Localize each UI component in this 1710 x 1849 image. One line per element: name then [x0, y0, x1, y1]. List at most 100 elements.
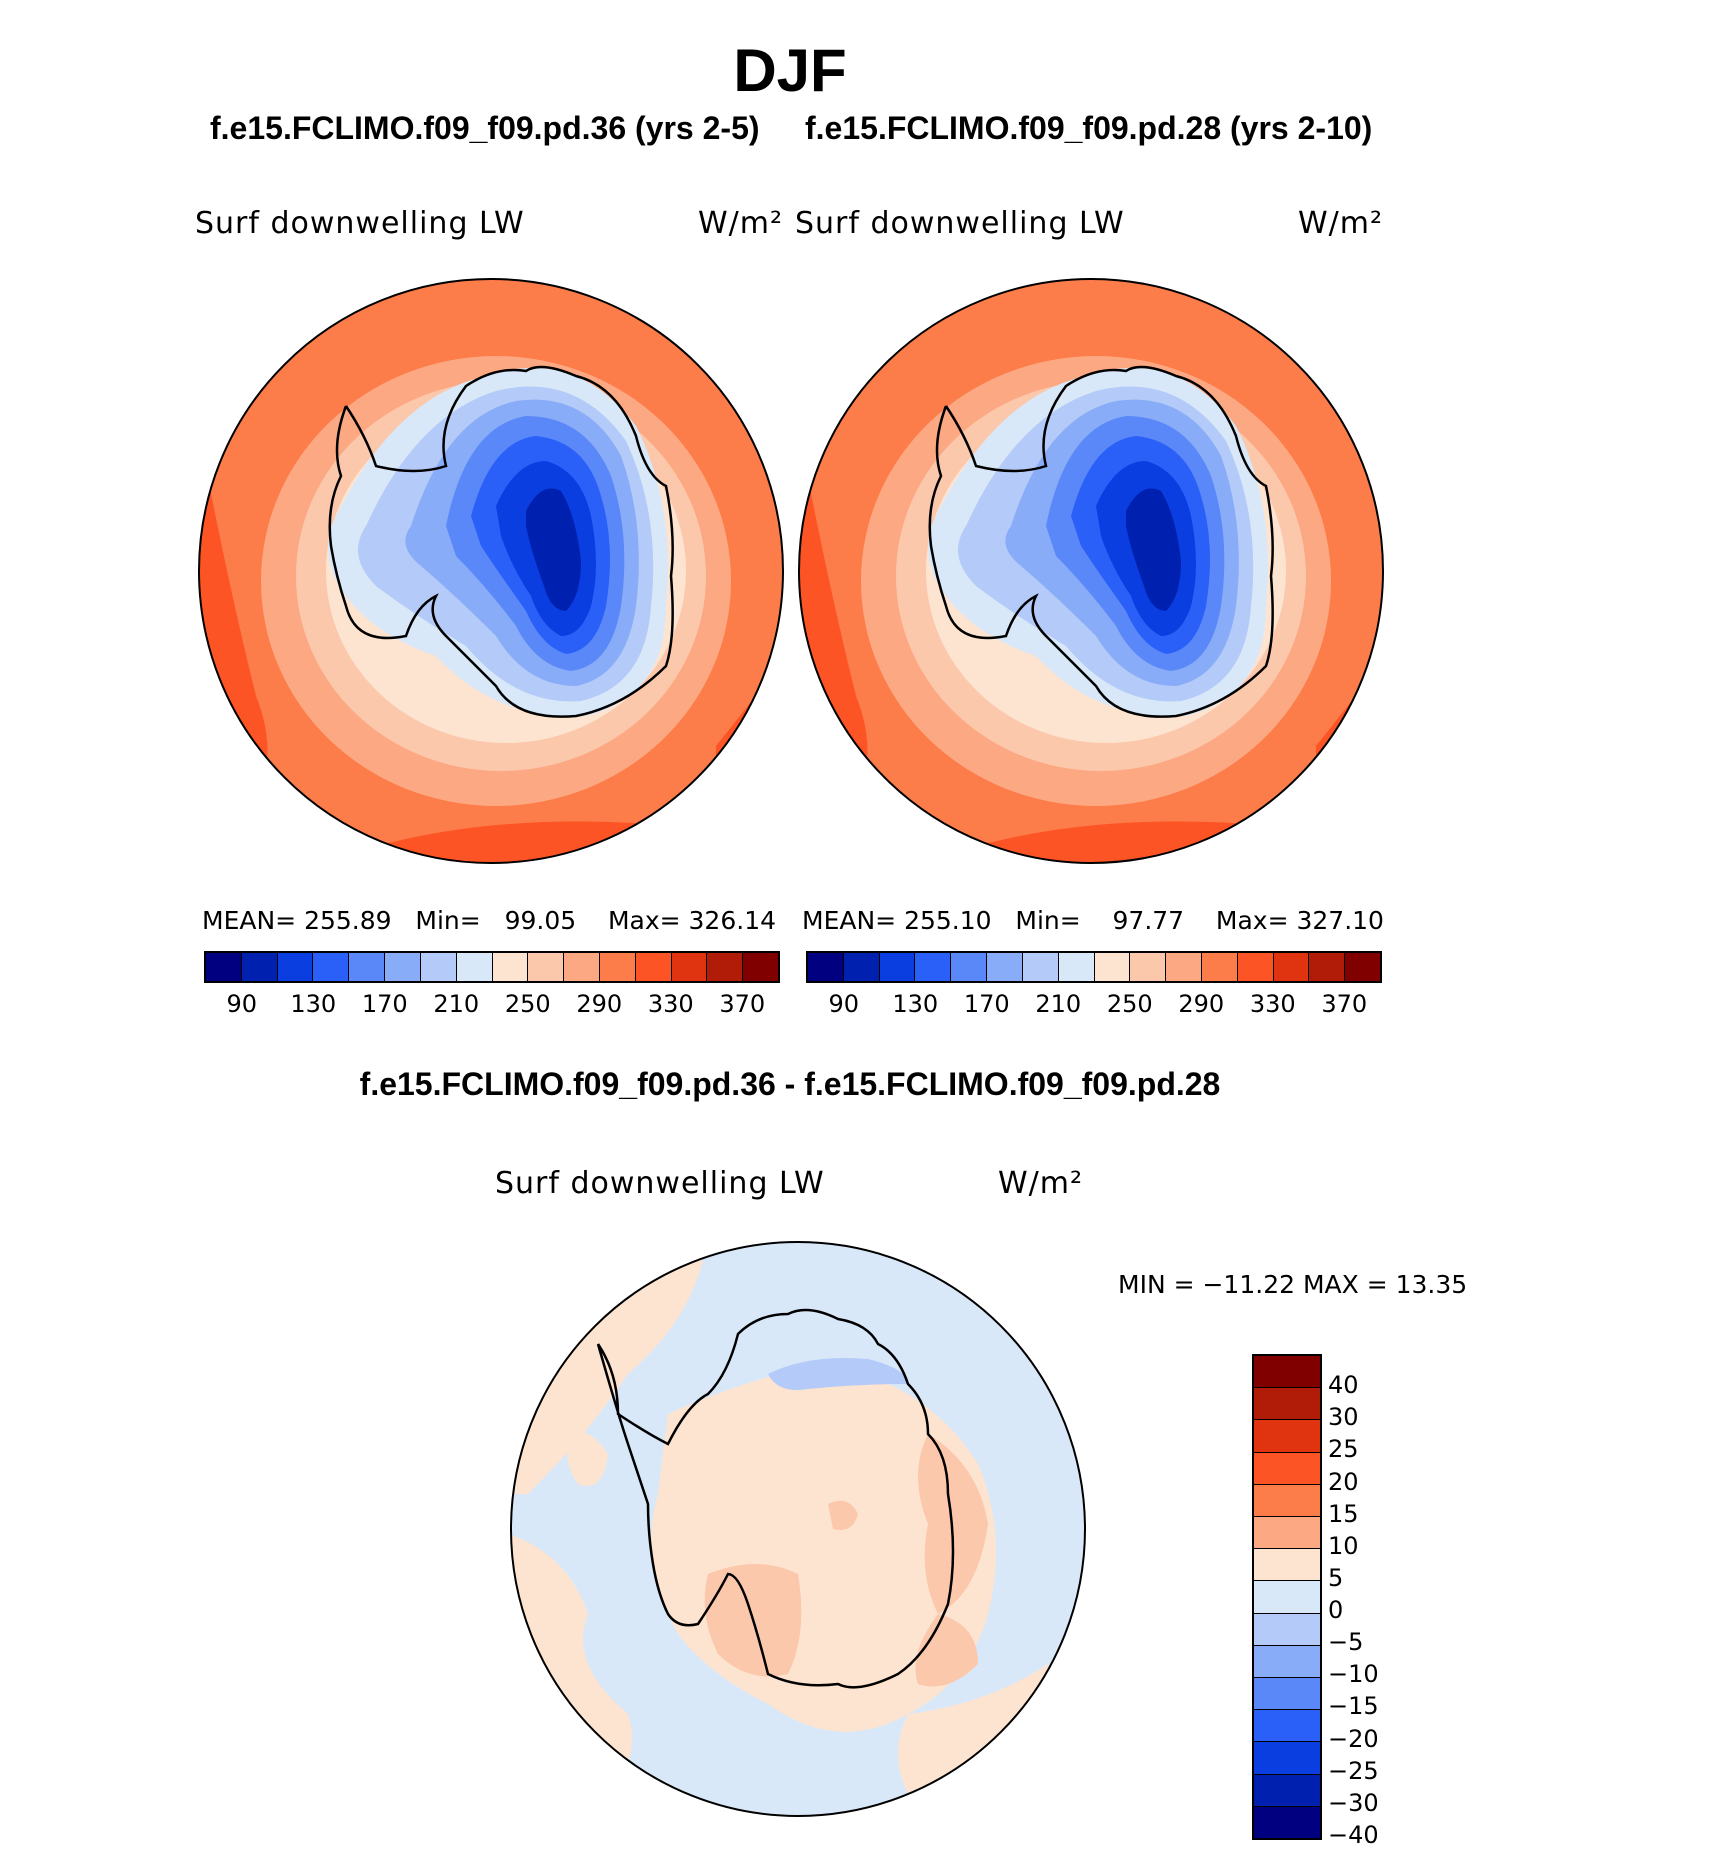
diff-colorbar-swatch — [1254, 1452, 1320, 1485]
panel-1-colorbar-tick-label: 250 — [504, 990, 551, 1018]
panel-1-colorbar-swatch — [707, 953, 744, 981]
panel-2-colorbar-tick-label: 370 — [1321, 990, 1368, 1018]
diff-colorbar-tick-label: −30 — [1328, 1788, 1379, 1817]
diff-colorbar-swatch — [1254, 1742, 1320, 1775]
panel-2-max-label: Max= — [1215, 906, 1289, 935]
diff-colorbar-swatch — [1254, 1806, 1320, 1839]
panel-2-colorbar-swatch — [987, 953, 1023, 981]
diff-colorbar-swatch — [1254, 1484, 1320, 1518]
panel-2-min-value: 97.77 — [1112, 906, 1185, 935]
diff-colorbar-tick-label: 15 — [1328, 1499, 1359, 1528]
diff-colorbar-swatch — [1254, 1645, 1320, 1679]
difference-title: f.e15.FCLIMO.f09_f09.pd.36 - f.e15.FCLIM… — [359, 1066, 1221, 1102]
panel-1-stats: MEAN= 255.89 Min= 99.05 Max= 326.14 — [202, 906, 776, 935]
panel-1-colorbar-swatch — [492, 953, 529, 981]
diff-colorbar-tick-label: 25 — [1328, 1435, 1359, 1464]
panel-1-colorbar-swatch — [385, 953, 421, 981]
diff-colorbar-tick-label: 0 — [1328, 1596, 1344, 1625]
panel-2-colorbar-swatch — [808, 953, 844, 981]
diff-min-max: MIN = −11.22 MAX = 13.35 — [1118, 1270, 1468, 1299]
panel-1-min-label: Min= — [415, 906, 481, 935]
panel-2-mean-label: MEAN= — [802, 906, 897, 935]
diff-colorbar — [1252, 1354, 1322, 1840]
panel-1-mean-value: 255.89 — [304, 906, 392, 935]
diff-colorbar-tick-label: −10 — [1328, 1660, 1379, 1689]
panel-1-colorbar-swatch — [277, 953, 314, 981]
panel-1-colorbar-swatch — [528, 953, 565, 981]
panel-2-variable-label: Surf downwelling LW — [795, 206, 1125, 241]
panel-2-colorbar-swatch — [1345, 953, 1380, 981]
panel-1-colorbar-swatch — [564, 953, 600, 981]
panel-1-max-value: 326.14 — [688, 906, 777, 935]
panel-1-case-title: f.e15.FCLIMO.f09_f09.pd.36 (yrs 2-5) — [210, 110, 760, 146]
panel-2-colorbar-tick-label: 290 — [1178, 990, 1225, 1018]
difference-map — [510, 1241, 1086, 1817]
panel-2-colorbar-swatch — [1273, 953, 1310, 981]
panel-2-colorbar-swatch — [1309, 953, 1346, 981]
diff-colorbar-swatch — [1254, 1774, 1320, 1807]
panel-1-colorbar-tick-label: 330 — [647, 990, 694, 1018]
diff-colorbar-swatch — [1254, 1356, 1320, 1389]
panel-1-colorbar-tick-label: 90 — [226, 990, 258, 1018]
panel-2-colorbar-swatch — [915, 953, 952, 981]
diff-colorbar-tick-label: 5 — [1328, 1563, 1344, 1592]
panel-1-colorbar-tick-label: 370 — [719, 990, 766, 1018]
panel-2-colorbar-tick-label: 90 — [828, 990, 860, 1018]
panel-2-map — [798, 278, 1384, 864]
diff-colorbar-tick-label: 20 — [1328, 1467, 1359, 1496]
panel-1-colorbar-swatch — [599, 953, 636, 981]
diff-variable-label: Surf downwelling LW — [495, 1166, 825, 1201]
panel-1-max-label: Max= — [607, 906, 681, 935]
diff-colorbar-tick-label: −40 — [1328, 1821, 1379, 1849]
panel-2-case-title: f.e15.FCLIMO.f09_f09.pd.28 (yrs 2-10) — [805, 110, 1373, 146]
diff-colorbar-tick-label: 10 — [1328, 1531, 1359, 1560]
panel-2-colorbar-swatch — [1022, 953, 1059, 981]
diff-colorbar-swatch — [1254, 1613, 1320, 1646]
panel-1-min-value: 99.05 — [504, 906, 577, 935]
panel-2-colorbar-tick-label: 170 — [963, 990, 1010, 1018]
panel-2-colorbar-tick-label: 130 — [892, 990, 939, 1018]
panel-1-colorbar-tick-label: 290 — [576, 990, 623, 1018]
panel-1-colorbar-tick-label: 170 — [361, 990, 408, 1018]
panel-1-colorbar — [204, 951, 780, 983]
panel-2-colorbar-tick-label: 210 — [1035, 990, 1082, 1018]
figure-title: DJF — [733, 37, 847, 104]
diff-colorbar-tick-label: 30 — [1328, 1403, 1359, 1432]
panel-1-units: W/m² — [698, 206, 784, 241]
panel-2-colorbar-swatch — [1094, 953, 1131, 981]
panel-2-colorbar-swatch — [843, 953, 880, 981]
panel-2-units: W/m² — [1298, 206, 1384, 241]
panel-2-colorbar-swatch — [1058, 953, 1095, 981]
panel-1-colorbar-swatch — [671, 953, 708, 981]
panel-1-colorbar-swatch — [206, 953, 242, 981]
panel-2-max-value: 327.10 — [1296, 906, 1384, 935]
panel-2-mean-value: 255.10 — [904, 906, 992, 935]
panel-1-colorbar-swatch — [635, 953, 672, 981]
diff-colorbar-swatch — [1254, 1710, 1320, 1743]
diff-colorbar-tick-label: −15 — [1328, 1692, 1379, 1721]
diff-colorbar-tick-label: −25 — [1328, 1756, 1379, 1785]
panel-2-stats: MEAN= 255.10 Min= 97.77 Max= 327.10 — [802, 906, 1384, 935]
panel-2-min-label: Min= — [1015, 906, 1081, 935]
panel-2-colorbar-swatch — [1201, 953, 1238, 981]
panel-2-colorbar-swatch — [1166, 953, 1202, 981]
diff-colorbar-tick-label: −5 — [1328, 1628, 1364, 1657]
panel-1-colorbar-swatch — [743, 953, 778, 981]
panel-2-colorbar-tick-label: 250 — [1106, 990, 1153, 1018]
diff-colorbar-swatch — [1254, 1549, 1320, 1582]
panel-2-colorbar-swatch — [879, 953, 916, 981]
panel-1-colorbar-swatch — [241, 953, 278, 981]
diff-colorbar-swatch — [1254, 1420, 1320, 1453]
panel-2-colorbar-swatch — [951, 953, 988, 981]
diff-colorbar-tick-label: −20 — [1328, 1724, 1379, 1753]
panel-1-variable-label: Surf downwelling LW — [195, 206, 525, 241]
panel-1-colorbar-swatch — [349, 953, 386, 981]
panel-1-map — [198, 278, 784, 864]
diff-colorbar-swatch — [1254, 1517, 1320, 1550]
panel-1-colorbar-swatch — [420, 953, 457, 981]
panel-1-colorbar-swatch — [313, 953, 350, 981]
diff-colorbar-swatch — [1254, 1388, 1320, 1421]
diff-colorbar-tick-label: 40 — [1328, 1371, 1359, 1400]
panel-2-colorbar-tick-label: 330 — [1249, 990, 1296, 1018]
panel-2-colorbar-swatch — [1237, 953, 1274, 981]
